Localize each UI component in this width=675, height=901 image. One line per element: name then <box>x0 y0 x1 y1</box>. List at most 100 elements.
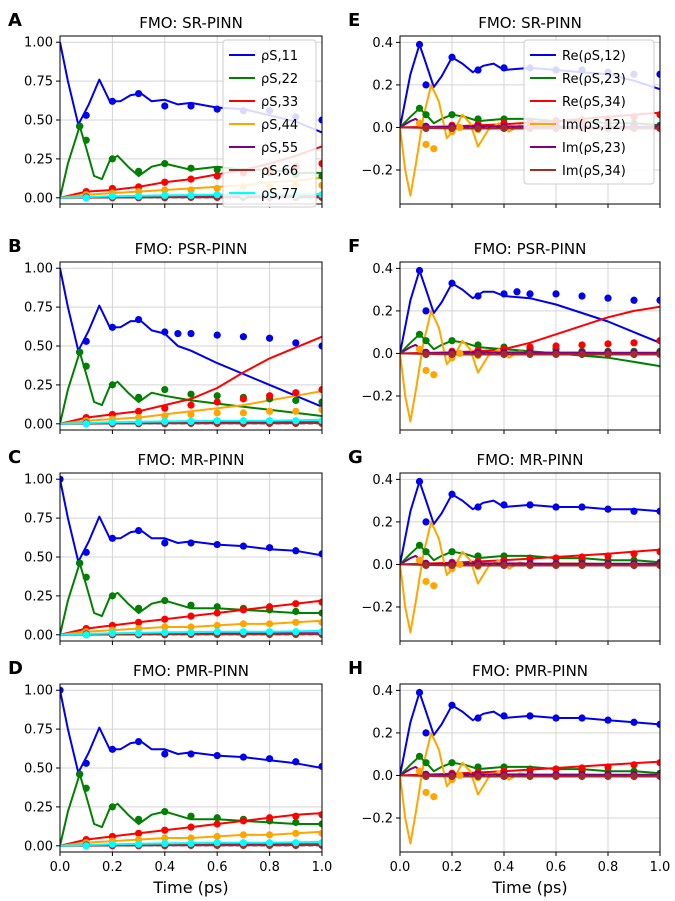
data-point-2 <box>83 574 90 581</box>
data-point-6 <box>526 562 533 569</box>
panel-letter: F <box>348 236 360 257</box>
data-point-4 <box>416 557 423 564</box>
data-point-4 <box>422 578 429 585</box>
data-point-3 <box>187 402 194 409</box>
data-point-2 <box>187 165 194 172</box>
x-tick-label: 0.6 <box>546 860 567 875</box>
data-point-1 <box>187 102 194 109</box>
panel-title: FMO: PMR-PINN <box>133 662 249 680</box>
data-point-1 <box>422 518 429 525</box>
x-axis-label: Time (ps) <box>152 878 228 897</box>
data-point-6 <box>474 351 481 358</box>
data-point-4 <box>266 620 273 627</box>
y-tick-label: 0.25 <box>24 378 53 393</box>
data-point-7 <box>214 191 221 198</box>
data-point-7 <box>292 628 299 635</box>
data-point-1 <box>526 712 533 719</box>
data-point-2 <box>135 394 142 401</box>
data-point-1 <box>630 508 637 515</box>
data-point-2 <box>214 814 221 821</box>
data-point-6 <box>422 125 429 132</box>
legend-label: ρS,77 <box>261 187 298 202</box>
data-point-2 <box>422 759 429 766</box>
panel-f: −0.2 0.0 0.2 0.4 FMO: PSR-PINN F <box>348 236 664 434</box>
data-point-6 <box>604 773 611 780</box>
data-point-3 <box>214 398 221 405</box>
data-point-3 <box>266 392 273 399</box>
data-point-2 <box>448 111 455 118</box>
data-point-7 <box>266 839 273 846</box>
data-point-2 <box>83 785 90 792</box>
data-point-4 <box>430 793 437 800</box>
data-point-1 <box>266 755 273 762</box>
data-point-1 <box>214 752 221 759</box>
data-point-2 <box>109 592 116 599</box>
data-point-4 <box>240 831 247 838</box>
data-point-1 <box>474 66 481 73</box>
data-point-4 <box>292 619 299 626</box>
panel-title: FMO: PMR-PINN <box>472 662 588 680</box>
y-tick-label: 0.50 <box>24 340 53 355</box>
data-point-1 <box>174 330 181 337</box>
legend-label: ρS,33 <box>261 95 298 110</box>
y-tick-label: 0.2 <box>372 515 393 530</box>
plot-area <box>400 478 664 633</box>
data-point-2 <box>292 819 299 826</box>
data-point-2 <box>416 753 423 760</box>
data-point-1 <box>83 338 90 345</box>
data-point-1 <box>109 98 116 105</box>
data-point-7 <box>135 841 142 848</box>
data-point-2 <box>448 337 455 344</box>
x-tick-label: 0.8 <box>598 860 619 875</box>
data-point-1 <box>292 339 299 346</box>
data-point-2 <box>448 759 455 766</box>
data-point-6 <box>552 562 559 569</box>
data-point-2 <box>416 331 423 338</box>
y-tick-label: 0.00 <box>24 417 53 432</box>
data-point-1 <box>161 102 168 109</box>
data-point-3 <box>266 603 273 610</box>
data-point-7 <box>109 841 116 848</box>
y-tick-label: 0.0 <box>372 121 393 136</box>
data-point-3 <box>161 827 168 834</box>
data-point-7 <box>109 630 116 637</box>
data-point-1 <box>578 714 585 721</box>
panel-letter: B <box>8 236 22 257</box>
legend-label: Re(ρS,34) <box>562 95 626 110</box>
data-point-3 <box>630 550 637 557</box>
data-point-2 <box>416 542 423 549</box>
data-point-6 <box>630 351 637 358</box>
data-point-1 <box>240 333 247 340</box>
y-tick-label: 0.0 <box>372 769 393 784</box>
data-point-2 <box>422 337 429 344</box>
data-point-1 <box>448 280 455 287</box>
data-point-4 <box>214 833 221 840</box>
data-point-1 <box>109 746 116 753</box>
data-point-7 <box>83 631 90 638</box>
y-tick-label: 0.50 <box>24 551 53 566</box>
panel-title: FMO: PSR-PINN <box>135 240 248 258</box>
legend-label: Im(ρS,12) <box>562 118 626 133</box>
panel-b: 0.000.250.500.751.00FMO: PSR-PINNB <box>8 236 326 434</box>
data-point-6 <box>422 562 429 569</box>
data-point-6 <box>474 562 481 569</box>
data-point-1 <box>161 750 168 757</box>
data-point-7 <box>83 842 90 849</box>
x-tick-label: 0.8 <box>259 860 280 875</box>
data-point-2 <box>76 123 83 130</box>
data-point-4 <box>456 124 463 131</box>
data-point-1 <box>266 544 273 551</box>
data-point-7 <box>161 192 168 199</box>
data-point-4 <box>416 768 423 775</box>
data-point-3 <box>630 339 637 346</box>
y-tick-label: 1.00 <box>24 36 53 51</box>
data-point-1 <box>266 335 273 342</box>
data-point-2 <box>161 808 168 815</box>
data-point-6 <box>526 773 533 780</box>
data-point-6 <box>422 351 429 358</box>
data-point-3 <box>240 817 247 824</box>
data-point-1 <box>552 714 559 721</box>
legend: ρS,11ρS,22ρS,33ρS,44ρS,55ρS,66ρS,77 <box>223 40 316 207</box>
y-tick-label: 0.4 <box>372 684 393 699</box>
legend-label: ρS,22 <box>261 72 298 87</box>
